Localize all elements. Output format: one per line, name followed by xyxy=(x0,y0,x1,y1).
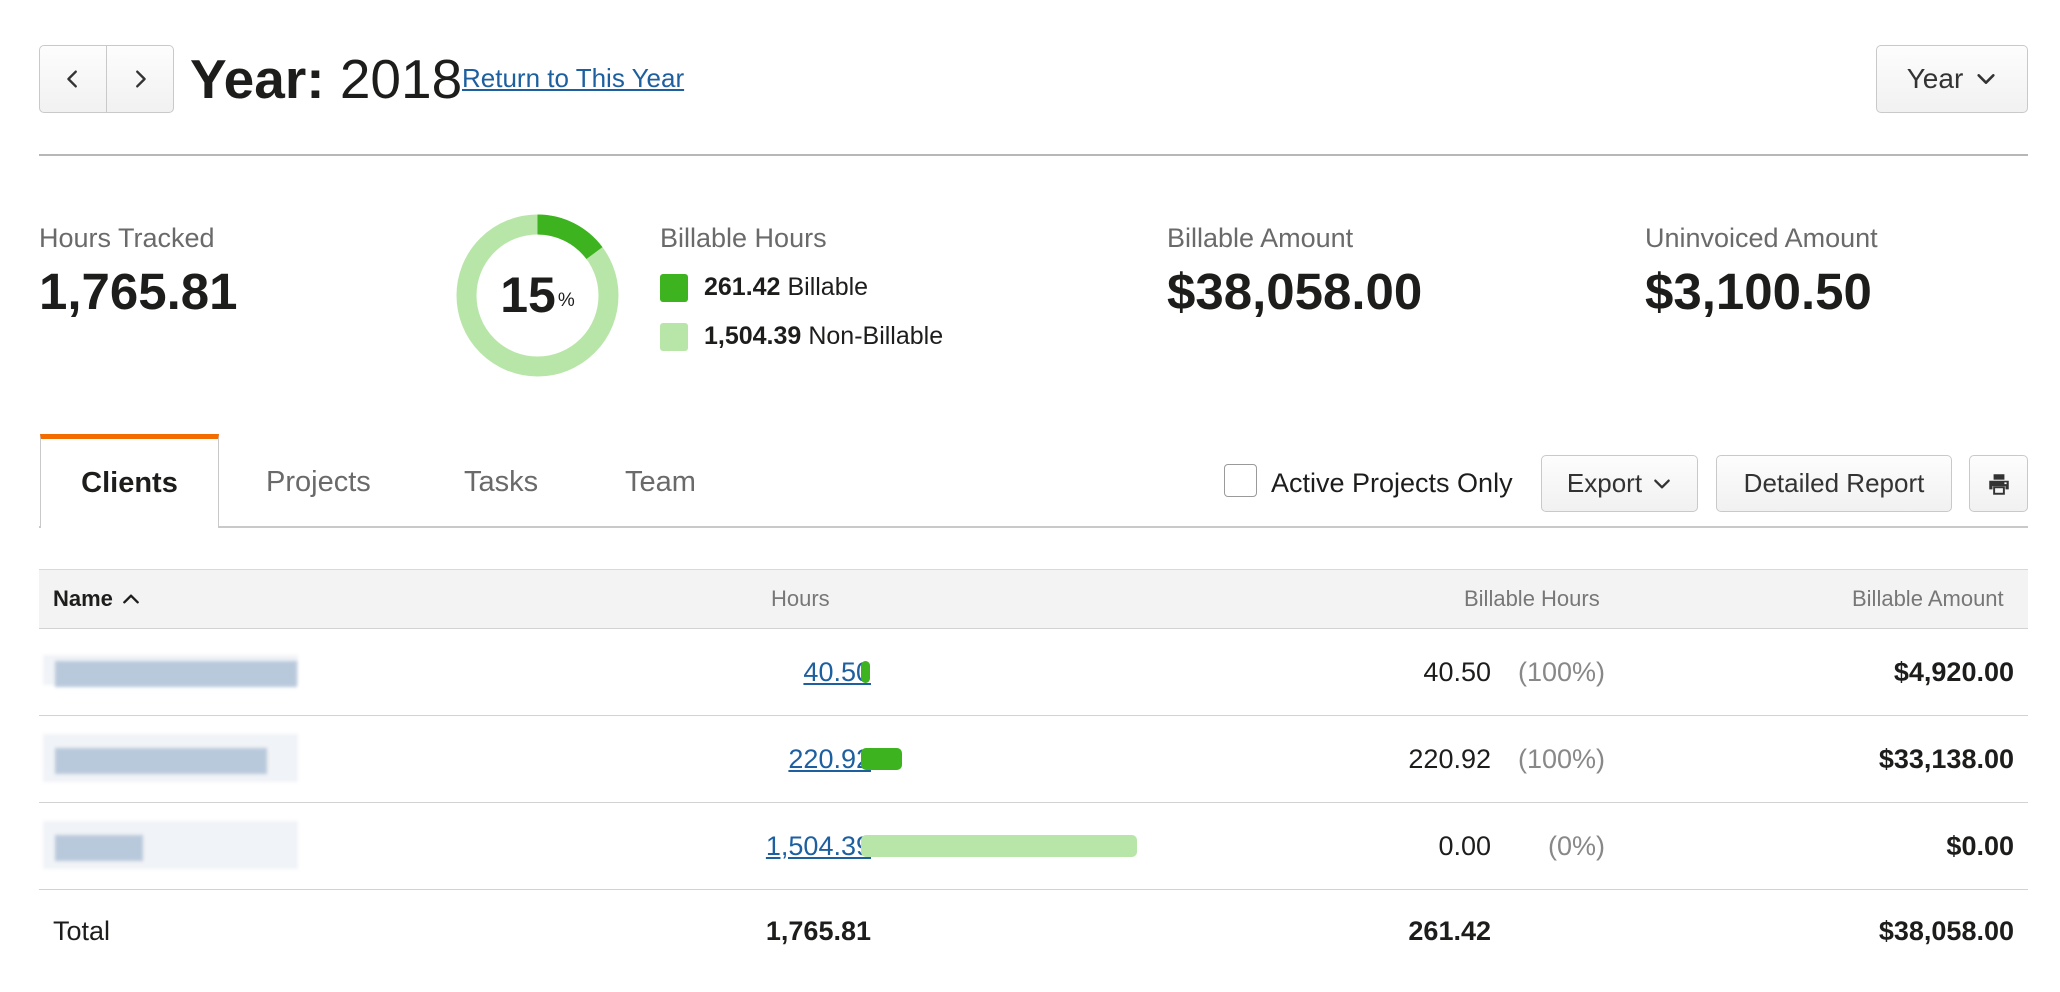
next-period-button[interactable] xyxy=(106,46,173,112)
header-divider xyxy=(39,154,2028,156)
print-button[interactable] xyxy=(1969,455,2028,512)
client-name-redacted[interactable] xyxy=(39,730,298,786)
total-label: Total xyxy=(53,916,111,946)
table-row: 220.92 220.92 (100%) $33,138.00 xyxy=(39,716,2028,803)
column-billable-amount-header[interactable]: Billable Amount xyxy=(1852,586,2004,611)
row-hours-bar xyxy=(861,748,902,770)
chevron-down-icon xyxy=(1654,479,1670,488)
row-billable-amount: $0.00 xyxy=(1946,831,2014,861)
billable-text: Billable xyxy=(787,273,869,301)
total-billable-hours: 261.42 xyxy=(1408,916,1491,946)
row-hours-bar xyxy=(861,661,870,683)
page-title: Year: 2018 xyxy=(190,46,462,112)
billable-amount-value: $38,058.00 xyxy=(1167,263,1423,320)
row-hours-link[interactable]: 220.92 xyxy=(788,744,871,774)
return-to-this-year-link[interactable]: Return to This Year xyxy=(462,63,685,93)
export-button[interactable]: Export xyxy=(1541,455,1698,512)
row-hours-bar xyxy=(861,835,1137,857)
total-hours: 1,765.81 xyxy=(765,916,871,946)
date-nav-group xyxy=(39,45,174,113)
active-projects-label[interactable]: Active Projects Only xyxy=(1271,468,1513,498)
table-row: 40.50 40.50 (100%) $4,920.00 xyxy=(39,629,2028,716)
row-hours-link[interactable]: 1,504.39 xyxy=(765,831,871,861)
column-name-header[interactable]: Name xyxy=(53,586,141,612)
billable-amount-label: Billable Amount xyxy=(1167,223,1354,253)
donut-percent: 15% xyxy=(455,262,620,328)
legend-billable: 261.42 Billable xyxy=(660,273,868,302)
row-billable-hours: 40.50 xyxy=(1423,657,1491,687)
printer-icon xyxy=(1988,473,2009,495)
donut-percent-symbol: % xyxy=(557,290,575,311)
active-projects-checkbox[interactable] xyxy=(1224,464,1257,497)
row-billable-amount: $33,138.00 xyxy=(1878,744,2014,774)
period-select-button[interactable]: Year xyxy=(1876,45,2028,113)
non-billable-swatch xyxy=(660,322,688,351)
client-name-redacted[interactable] xyxy=(39,643,298,699)
title-year: 2018 xyxy=(339,48,463,110)
tab-clients[interactable]: Clients xyxy=(40,434,219,528)
donut-percent-value: 15 xyxy=(500,267,556,323)
chevron-left-icon xyxy=(67,70,77,88)
client-name-redacted[interactable] xyxy=(39,817,298,873)
legend-non-billable: 1,504.39 Non-Billable xyxy=(660,322,943,351)
table-row: 1,504.39 0.00 (0%) $0.00 xyxy=(39,803,2028,890)
billable-donut-chart xyxy=(456,214,619,377)
table-header xyxy=(39,569,2028,629)
chevron-down-icon xyxy=(1977,74,1995,84)
tab-tasks[interactable]: Tasks xyxy=(464,466,539,498)
non-billable-value: 1,504.39 xyxy=(704,322,802,350)
row-billable-percent: (100%) xyxy=(1517,657,1605,687)
row-billable-percent: (0%) xyxy=(1547,831,1605,861)
billable-value: 261.42 xyxy=(704,273,781,301)
sort-ascending-icon xyxy=(123,594,139,604)
table-total-row: Total 1,765.81 261.42 $38,058.00 xyxy=(39,888,2028,975)
tabs-baseline xyxy=(39,526,2028,528)
billable-hours-label: Billable Hours xyxy=(660,223,827,253)
tab-projects[interactable]: Projects xyxy=(266,466,371,498)
row-hours-link[interactable]: 40.50 xyxy=(803,657,871,687)
title-label: Year: xyxy=(190,48,325,110)
donut-billable-arc xyxy=(456,214,619,377)
chevron-right-icon xyxy=(136,70,146,88)
column-name-label: Name xyxy=(53,586,113,611)
row-billable-hours: 0.00 xyxy=(1438,831,1491,861)
tab-clients-label: Clients xyxy=(81,467,178,499)
non-billable-text: Non-Billable xyxy=(808,322,944,350)
previous-period-button[interactable] xyxy=(40,46,106,112)
column-billable-hours-header[interactable]: Billable Hours xyxy=(1464,586,1600,611)
hours-tracked-value: 1,765.81 xyxy=(39,263,238,320)
uninvoiced-amount-value: $3,100.50 xyxy=(1645,263,1872,320)
detailed-report-label: Detailed Report xyxy=(1743,468,1925,498)
row-billable-percent: (100%) xyxy=(1517,744,1605,774)
billable-swatch xyxy=(660,273,688,302)
export-label: Export xyxy=(1566,468,1643,498)
column-hours-header[interactable]: Hours xyxy=(771,586,830,611)
uninvoiced-amount-label: Uninvoiced Amount xyxy=(1645,223,1878,253)
hours-tracked-label: Hours Tracked xyxy=(39,223,215,253)
period-select-label: Year xyxy=(1906,63,1964,94)
row-billable-amount: $4,920.00 xyxy=(1893,657,2014,687)
row-billable-hours: 220.92 xyxy=(1408,744,1491,774)
detailed-report-button[interactable]: Detailed Report xyxy=(1716,455,1952,512)
total-billable-amount: $38,058.00 xyxy=(1878,916,2014,946)
tab-team[interactable]: Team xyxy=(625,466,696,498)
